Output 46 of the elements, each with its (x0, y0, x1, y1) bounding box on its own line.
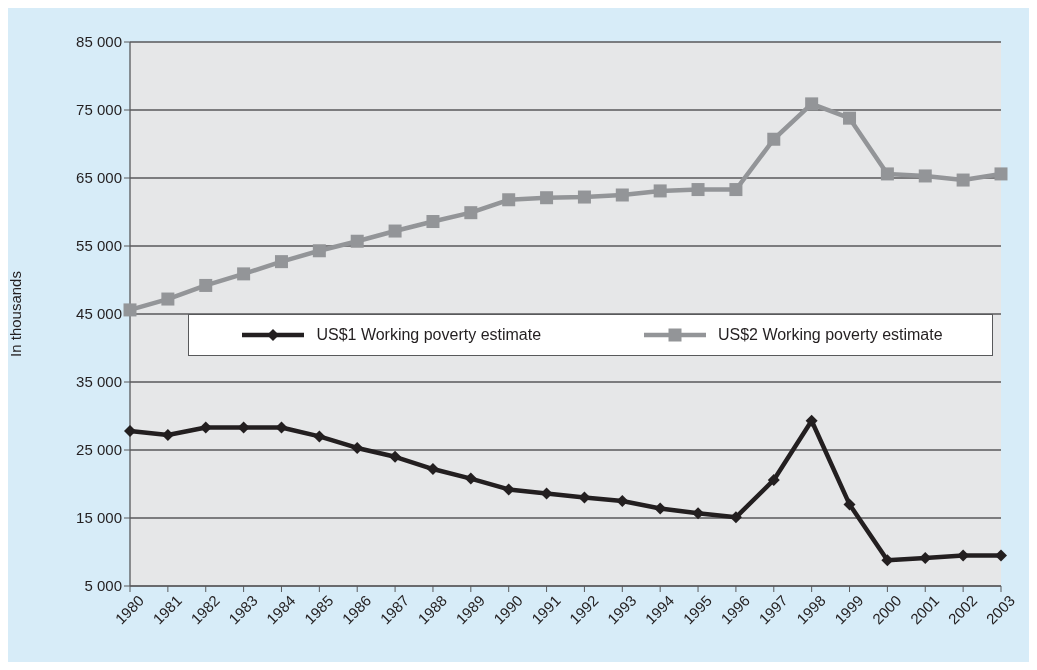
y-axis-title: In thousands (7, 271, 25, 357)
point (502, 193, 516, 207)
point (615, 188, 629, 202)
point (426, 215, 440, 229)
point (313, 430, 326, 443)
point (918, 169, 932, 183)
point (805, 97, 819, 111)
y-tick-label: 25 000 (76, 441, 122, 459)
point (653, 184, 667, 198)
y-tick-label: 35 000 (76, 373, 122, 391)
point (994, 167, 1008, 181)
legend-label: US$1 Working poverty estimate (316, 326, 542, 344)
point (426, 463, 439, 476)
legend-label: US$2 Working poverty estimate (717, 326, 943, 344)
point (237, 267, 251, 281)
point (123, 303, 137, 317)
point (616, 495, 629, 507)
point (729, 183, 743, 197)
y-tick-label: 5 000 (84, 577, 122, 595)
point (124, 424, 136, 437)
point (767, 473, 780, 486)
point (464, 206, 478, 220)
point (577, 190, 591, 204)
point (350, 234, 364, 248)
y-tick-label: 75 000 (76, 101, 122, 119)
y-tick-label: 85 000 (76, 33, 122, 51)
point (843, 111, 857, 125)
point (274, 255, 288, 269)
point (389, 450, 402, 463)
point (880, 167, 894, 181)
point (199, 278, 213, 292)
y-tick-label: 65 000 (76, 169, 122, 187)
y-tick-label: 45 000 (76, 305, 122, 323)
y-tick-label: 55 000 (76, 237, 122, 255)
point (767, 132, 781, 146)
point (995, 549, 1007, 562)
point (388, 224, 402, 238)
y-tick-label: 15 000 (76, 509, 122, 527)
point (805, 414, 818, 427)
point (691, 183, 705, 197)
point (312, 244, 326, 258)
point (161, 292, 175, 306)
point (843, 498, 856, 511)
point (540, 191, 554, 205)
point (464, 472, 477, 485)
point (956, 173, 970, 187)
